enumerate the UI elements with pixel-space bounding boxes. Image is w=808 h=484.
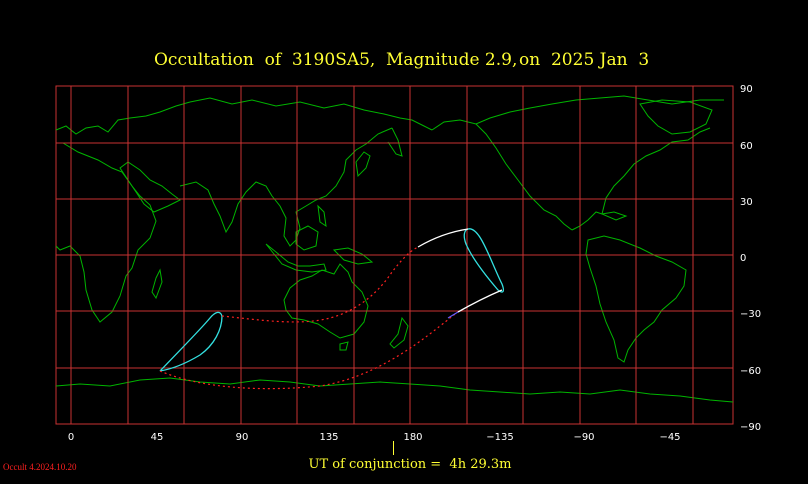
- coast-north-america-east: [571, 127, 711, 231]
- software-version: Occult 4.2024.10.20: [3, 462, 77, 472]
- conjunction-time: UT of conjunction = 4h 29.3m: [308, 457, 512, 472]
- title-date: on 2025 Jan 3: [519, 50, 650, 70]
- track-limb-south: [457, 289, 503, 313]
- lat-label-60s: −60: [740, 366, 761, 377]
- lon-label-45: 45: [151, 432, 164, 443]
- conjunction-marker: [393, 441, 394, 455]
- coast-japan: [355, 151, 371, 178]
- coast-north-america-west: [475, 123, 573, 231]
- coast-philippines: [317, 204, 327, 228]
- coast-arabia: [119, 161, 181, 213]
- coast-india: [179, 181, 273, 234]
- coastlines: [55, 95, 734, 403]
- lat-label-30s: −30: [740, 309, 761, 320]
- track-west-outline: [159, 311, 223, 372]
- coast-africa: [55, 142, 157, 323]
- coast-new-guinea: [332, 247, 374, 265]
- coast-indonesia: [265, 243, 327, 273]
- occultation-track: [159, 228, 505, 390]
- lat-label-60: 60: [740, 141, 753, 152]
- track-limb-north: [417, 228, 469, 248]
- coast-siberia: [189, 97, 433, 131]
- track-path-south: [159, 311, 459, 390]
- latitude-labels: 90 60 30 0 −30 −60 −90: [740, 84, 761, 433]
- lat-label-90: 90: [740, 84, 753, 95]
- title-magnitude: Magnitude 2.9,: [386, 50, 518, 70]
- longitude-labels: 0 45 90 135 180 −135 −90 −45: [68, 432, 681, 443]
- title-object: Occultation of 3190SA5,: [154, 50, 376, 70]
- coast-europe: [55, 101, 191, 135]
- lon-label-90: 90: [236, 432, 249, 443]
- coast-new-zealand: [389, 316, 409, 349]
- lat-label-30: 30: [740, 197, 753, 208]
- coast-se-asia: [271, 127, 393, 247]
- graticule: [56, 86, 733, 424]
- lon-label-w135: −135: [486, 432, 513, 443]
- coast-greenland: [639, 99, 713, 135]
- lon-label-135: 135: [319, 432, 338, 443]
- lon-label-180: 180: [403, 432, 422, 443]
- lon-label-0: 0: [68, 432, 74, 443]
- coast-madagascar: [151, 268, 163, 300]
- lat-label-90s: −90: [740, 422, 761, 433]
- coast-kamchatka: [387, 127, 403, 157]
- track-east-outline: [463, 228, 505, 293]
- track-end-blue: [447, 311, 459, 319]
- chart-title: Occultation of 3190SA5, Magnitude 2.9, o…: [0, 50, 808, 76]
- lon-label-w90: −90: [573, 432, 594, 443]
- coast-north-america-arctic: [431, 95, 724, 131]
- coast-tasmania: [339, 341, 349, 351]
- coast-borneo: [295, 225, 319, 251]
- coast-caribbean: [600, 211, 628, 221]
- coast-south-america: [585, 235, 687, 363]
- lon-label-w45: −45: [659, 432, 680, 443]
- coast-australia: [283, 263, 369, 339]
- coast-antarctica: [55, 377, 734, 403]
- lat-label-0: 0: [740, 253, 746, 264]
